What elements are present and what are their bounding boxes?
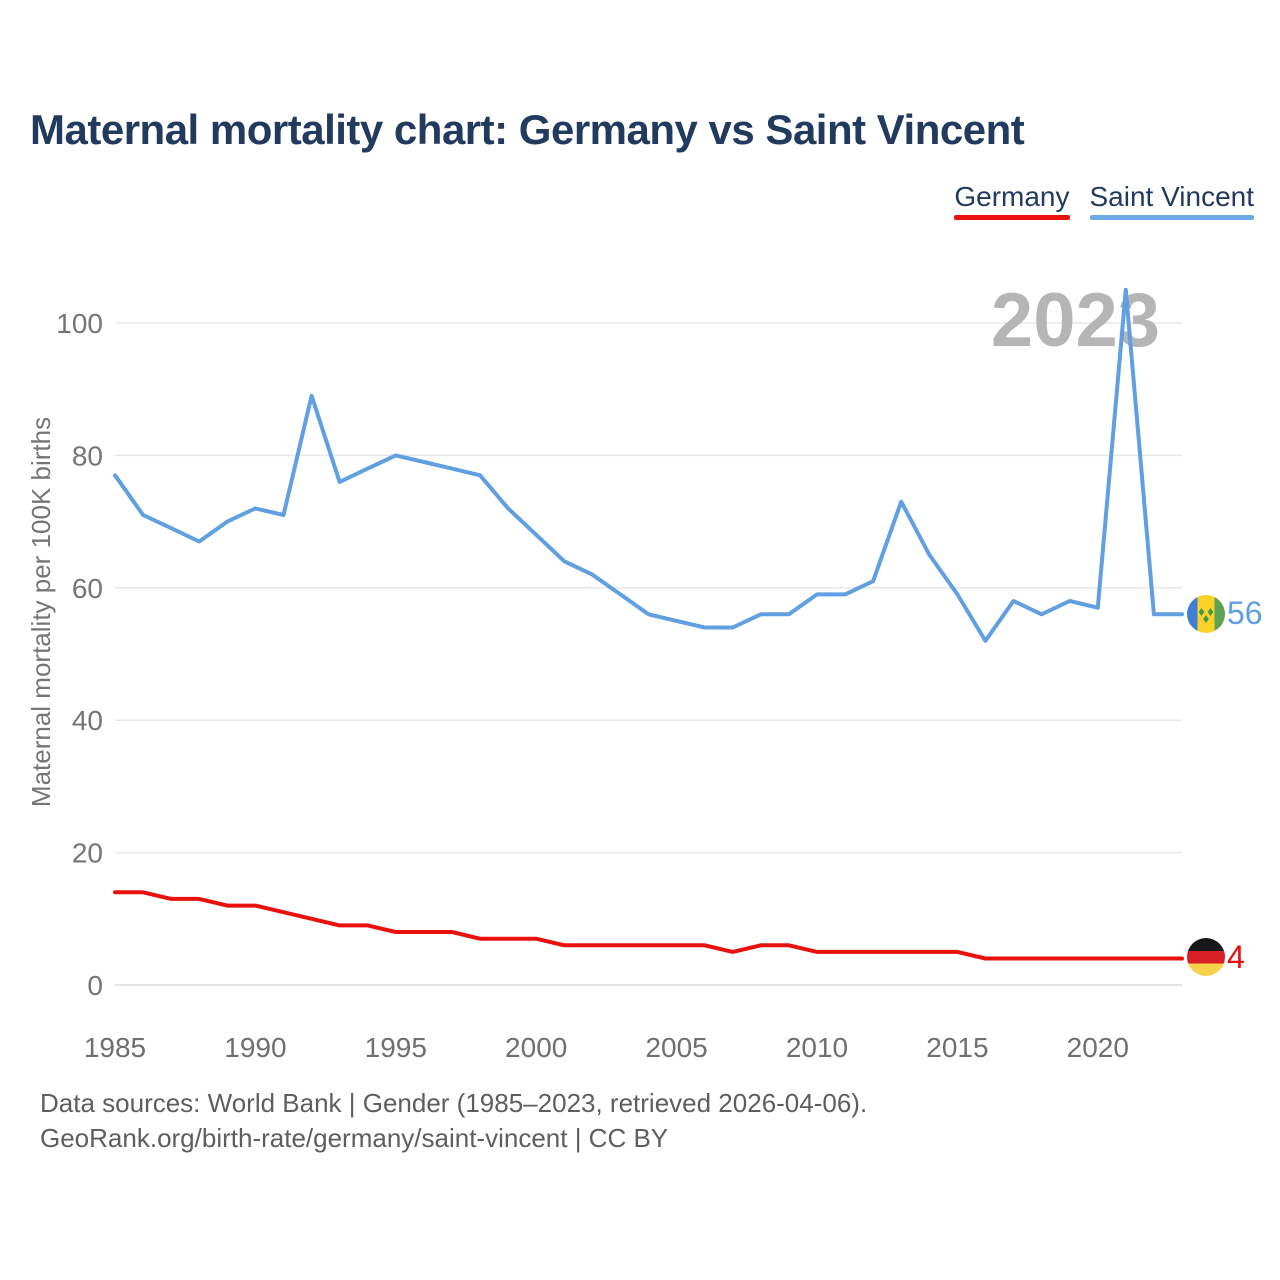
watermark-year: 2023 bbox=[991, 278, 1160, 363]
legend-item-saint-vincent[interactable]: Saint Vincent bbox=[1089, 181, 1255, 220]
page-title: Maternal mortality chart: Germany vs Sai… bbox=[30, 106, 1025, 153]
legend-label-germany: Germany bbox=[954, 181, 1070, 212]
footer: Data sources: World Bank | Gender (1985–… bbox=[40, 1086, 867, 1156]
x-tick-1985: 1985 bbox=[84, 1032, 146, 1063]
y-tick-100: 100 bbox=[56, 308, 103, 339]
y-axis-title: Maternal mortality per 100K births bbox=[26, 417, 56, 807]
germany-flag-icon bbox=[1187, 938, 1225, 976]
grid-layer: 0 20 40 60 80 100 1985 1990 1995 2000 2005 2010 2015… bbox=[56, 308, 1182, 1063]
x-tick-2000: 2000 bbox=[505, 1032, 567, 1063]
x-tick-1990: 1990 bbox=[224, 1032, 286, 1063]
germany-end-value: 4 bbox=[1227, 939, 1245, 975]
y-tick-80: 80 bbox=[72, 440, 103, 471]
y-tick-40: 40 bbox=[72, 705, 103, 736]
legend-underline-germany bbox=[954, 215, 1070, 220]
saint-vincent-flag-icon bbox=[1187, 595, 1225, 633]
x-tick-2010: 2010 bbox=[786, 1032, 848, 1063]
footer-sources-line: Data sources: World Bank | Gender (1985–… bbox=[40, 1088, 868, 1118]
x-tick-2005: 2005 bbox=[645, 1032, 707, 1063]
germany-line[interactable] bbox=[113, 890, 1184, 961]
footer-url-line: GeoRank.org/birth-rate/germany/saint-vin… bbox=[40, 1123, 669, 1153]
legend-label-saint-vincent: Saint Vincent bbox=[1089, 181, 1255, 212]
saint-vincent-line[interactable] bbox=[113, 287, 1184, 643]
y-tick-60: 60 bbox=[72, 573, 103, 604]
x-tick-2020: 2020 bbox=[1067, 1032, 1129, 1063]
legend-underline-saint-vincent bbox=[1089, 215, 1254, 220]
saint-vincent-end-value: 56 bbox=[1227, 595, 1263, 631]
y-tick-0: 0 bbox=[87, 970, 103, 1001]
legend: Germany Saint Vincent bbox=[954, 183, 1254, 220]
x-tick-1995: 1995 bbox=[365, 1032, 427, 1063]
y-tick-20: 20 bbox=[72, 838, 103, 869]
legend-item-germany[interactable]: Germany bbox=[954, 181, 1070, 220]
x-tick-2015: 2015 bbox=[926, 1032, 988, 1063]
series-layer bbox=[113, 287, 1184, 961]
